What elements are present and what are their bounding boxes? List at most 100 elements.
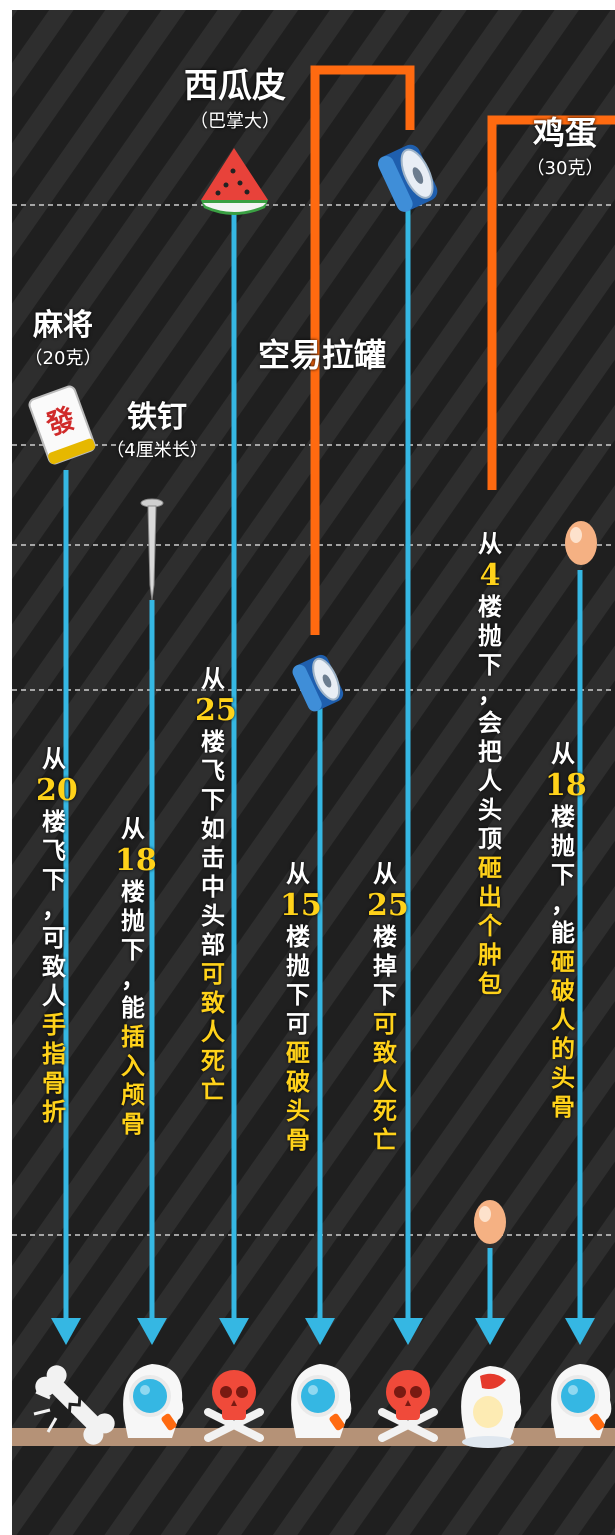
floor-number: 20 bbox=[36, 773, 78, 808]
description-char: 手 bbox=[42, 1011, 66, 1039]
desc-mahjong: 从 20 楼飞下，可致人手指骨折 bbox=[36, 745, 78, 1127]
desc-egg-18: 从 18 楼抛下，能砸破人的头骨 bbox=[545, 740, 587, 1122]
description-char: 插 bbox=[121, 1023, 145, 1051]
description-char: 致 bbox=[42, 953, 66, 981]
description-char: 楼 bbox=[201, 728, 225, 756]
description-char: 下 bbox=[42, 866, 66, 894]
description-char: 人 bbox=[551, 1006, 575, 1034]
drop-arrow-head bbox=[51, 1318, 81, 1345]
description-char: 骨 bbox=[42, 1069, 66, 1097]
broken-bone-icon bbox=[35, 1365, 115, 1445]
arrow-heads bbox=[51, 1318, 595, 1345]
description-char: 下 bbox=[373, 981, 397, 1009]
description-char: ， bbox=[121, 965, 145, 993]
description-char: 折 bbox=[42, 1098, 66, 1126]
description-char: 骨 bbox=[286, 1126, 310, 1154]
description-char: 入 bbox=[121, 1052, 145, 1080]
floor-number: 15 bbox=[280, 888, 322, 923]
description-char: 把 bbox=[478, 738, 502, 766]
description-char: 人 bbox=[42, 982, 66, 1010]
floor-number: 25 bbox=[195, 693, 237, 728]
floor-number: 18 bbox=[545, 768, 587, 803]
description-char: 部 bbox=[201, 931, 225, 959]
description-char: 死 bbox=[373, 1097, 397, 1125]
description-char: 抛 bbox=[121, 907, 145, 935]
label-mahjong: 麻将 （20克） bbox=[18, 300, 108, 370]
watermelon-name: 西瓜皮 bbox=[184, 66, 286, 106]
drop-arrow-head bbox=[137, 1318, 167, 1345]
description-char: 破 bbox=[286, 1068, 310, 1096]
mahjong-name: 麻将 bbox=[33, 308, 93, 343]
description-char: 下 bbox=[201, 786, 225, 814]
description-char: 砸 bbox=[286, 1039, 310, 1067]
egg-name: 鸡蛋 bbox=[532, 114, 597, 152]
description-char: 的 bbox=[551, 1035, 575, 1063]
drop-arrow-head bbox=[393, 1318, 423, 1345]
description-char: 头 bbox=[551, 1064, 575, 1092]
description-char: 骨 bbox=[551, 1093, 575, 1121]
nail-name: 铁钉 bbox=[127, 400, 187, 435]
drop-arrows bbox=[63, 210, 583, 1325]
description-char: 亡 bbox=[373, 1126, 397, 1154]
description-char: 包 bbox=[478, 970, 502, 998]
description-char: 可 bbox=[201, 960, 225, 988]
description-char: 破 bbox=[551, 977, 575, 1005]
description-char: 从 bbox=[201, 665, 225, 693]
floor-number: 18 bbox=[115, 843, 157, 878]
description-char: ， bbox=[478, 680, 502, 708]
can-bracket bbox=[310, 65, 415, 635]
nail-icon bbox=[140, 498, 164, 601]
description-char: 中 bbox=[201, 873, 225, 901]
egg-weight: （30克） bbox=[526, 158, 604, 179]
desc-nail: 从 18 楼抛下，能插入颅骨 bbox=[115, 815, 157, 1139]
description-char: 亡 bbox=[201, 1076, 225, 1104]
description-char: 楼 bbox=[478, 593, 502, 621]
description-char: 死 bbox=[201, 1047, 225, 1075]
description-char: 肿 bbox=[478, 941, 502, 969]
drop-arrow-head bbox=[219, 1318, 249, 1345]
description-char: 下 bbox=[286, 981, 310, 1009]
egg-bracket bbox=[487, 115, 615, 490]
description-char: 楼 bbox=[373, 923, 397, 951]
description-char: 楼 bbox=[286, 923, 310, 951]
description-char: 骨 bbox=[121, 1110, 145, 1138]
mahjong-weight: （20克） bbox=[24, 348, 102, 369]
drop-arrow-head bbox=[305, 1318, 335, 1345]
label-nail: 铁钉 （4厘米长） bbox=[92, 392, 222, 462]
can-name: 空易拉罐 bbox=[257, 336, 386, 374]
description-char: 下 bbox=[121, 936, 145, 964]
description-char: 抛 bbox=[551, 832, 575, 860]
soda-can-icon bbox=[378, 144, 438, 212]
description-char: 颅 bbox=[121, 1081, 145, 1109]
description-char: 楼 bbox=[42, 808, 66, 836]
desc-can-25: 从 25 楼掉下可致人死亡 bbox=[367, 860, 409, 1155]
description-char: 顶 bbox=[478, 825, 502, 853]
description-char: 掉 bbox=[373, 952, 397, 980]
description-char: 从 bbox=[551, 740, 575, 768]
description-char: 下 bbox=[551, 861, 575, 889]
description-char: 可 bbox=[286, 1010, 310, 1038]
skull-crossbones-icon bbox=[378, 1370, 438, 1442]
floor-number: 25 bbox=[367, 888, 409, 923]
skull-scan-icons bbox=[123, 1364, 612, 1438]
description-char: 人 bbox=[373, 1068, 397, 1096]
description-char: 下 bbox=[478, 651, 502, 679]
label-egg: 鸡蛋 （30克） bbox=[520, 108, 610, 180]
skull-crossbones-icon bbox=[204, 1370, 264, 1442]
skull-scan-icon bbox=[551, 1364, 612, 1438]
description-char: 楼 bbox=[551, 803, 575, 831]
soda-can-small-icon bbox=[292, 654, 344, 712]
drop-arrow-head bbox=[565, 1318, 595, 1345]
skull-scan-icon bbox=[291, 1364, 352, 1438]
egg-icon bbox=[565, 521, 597, 565]
description-char: 人 bbox=[478, 767, 502, 795]
description-char: 可 bbox=[373, 1010, 397, 1038]
description-char: 抛 bbox=[478, 622, 502, 650]
description-char: 头 bbox=[201, 902, 225, 930]
drop-arrow-head bbox=[475, 1318, 505, 1345]
description-char: 指 bbox=[42, 1040, 66, 1068]
skull-crossbones-icons bbox=[204, 1370, 438, 1442]
description-char: ， bbox=[42, 895, 66, 923]
